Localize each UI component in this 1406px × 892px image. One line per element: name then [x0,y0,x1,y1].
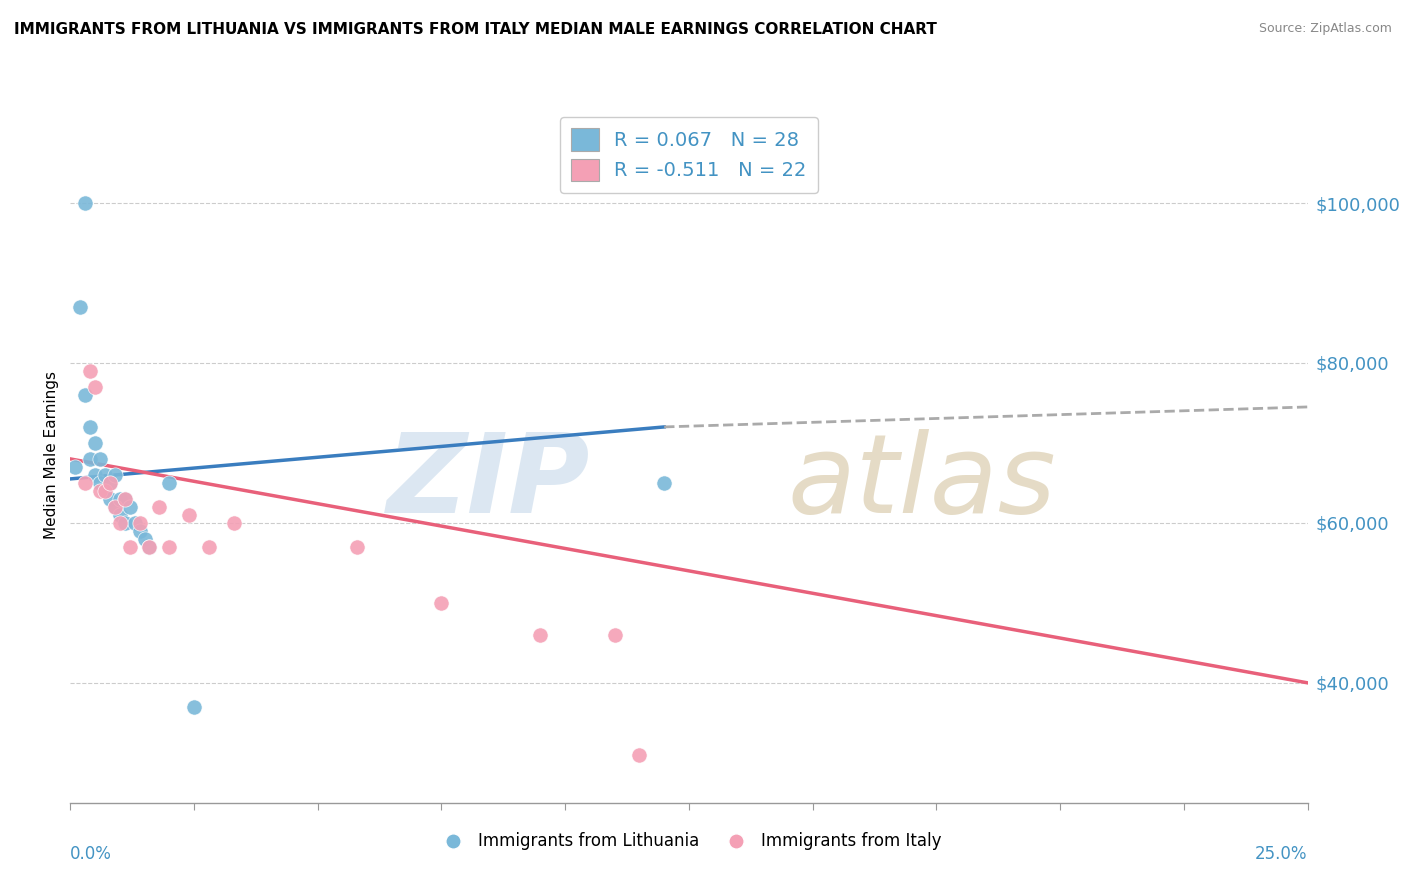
Point [79,451,101,466]
Point [75,196,97,211]
Point [138,540,160,554]
Point [222,516,245,530]
Point [94,467,117,482]
Point [75,388,97,402]
Text: ZIP: ZIP [387,429,591,536]
Point [94,483,117,498]
Point [124,516,146,530]
Point [89,451,111,466]
Text: Source: ZipAtlas.com: Source: ZipAtlas.com [1258,22,1392,36]
Point [98,475,121,490]
Text: IMMIGRANTS FROM LITHUANIA VS IMMIGRANTS FROM ITALY MEDIAN MALE EARNINGS CORRELAT: IMMIGRANTS FROM LITHUANIA VS IMMIGRANTS … [14,22,936,37]
Point [89,475,111,490]
Point [108,508,131,522]
Point [65,459,87,474]
Point [69,300,91,314]
Point [118,540,141,554]
Point [98,475,121,490]
Legend: Immigrants from Lithuania, Immigrants from Italy: Immigrants from Lithuania, Immigrants fr… [430,826,948,857]
Text: 25.0%: 25.0% [1256,845,1308,863]
Point [114,491,136,506]
Point [98,491,121,506]
Point [128,516,150,530]
Point [148,500,170,514]
Point [94,483,117,498]
Point [134,532,156,546]
Point [104,500,127,514]
Point [529,628,551,642]
Point [183,699,205,714]
Point [114,516,136,530]
Point [430,596,453,610]
Point [108,516,131,530]
Point [157,475,180,490]
Point [177,508,200,522]
Point [79,420,101,434]
Point [198,540,221,554]
Point [652,475,675,490]
Point [104,467,127,482]
Point [104,500,127,514]
Point [75,475,97,490]
Text: 0.0%: 0.0% [70,845,112,863]
Point [118,500,141,514]
Point [89,483,111,498]
Point [79,364,101,378]
Point [157,540,180,554]
Text: atlas: atlas [787,429,1056,536]
Point [84,380,107,394]
Point [84,467,107,482]
Point [128,524,150,538]
Point [114,491,136,506]
Point [628,747,651,762]
Point [84,436,107,450]
Y-axis label: Median Male Earnings: Median Male Earnings [44,371,59,539]
Point [603,628,626,642]
Point [138,540,160,554]
Point [108,491,131,506]
Point [346,540,368,554]
